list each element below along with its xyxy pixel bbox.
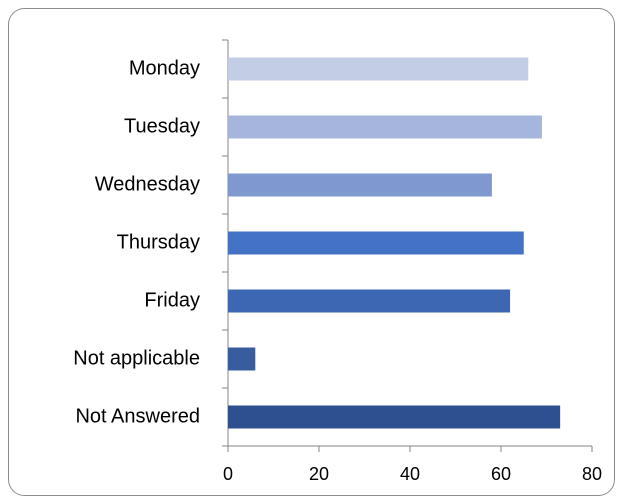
y-tick-label: Thursday	[117, 231, 200, 253]
bar	[228, 173, 492, 197]
x-tick-label: 0	[223, 464, 233, 484]
bar	[228, 289, 511, 313]
x-tick-label: 20	[309, 464, 329, 484]
x-tick-label: 40	[400, 464, 420, 484]
y-tick-label: Not Answered	[75, 405, 200, 427]
y-tick-label: Not applicable	[73, 347, 200, 369]
x-tick-label: 60	[491, 464, 511, 484]
bar	[228, 57, 529, 81]
y-tick-label: Monday	[129, 57, 200, 79]
y-tick-label: Tuesday	[124, 115, 200, 137]
y-tick-label: Friday	[144, 289, 200, 311]
y-tick-label: Wednesday	[95, 173, 200, 195]
x-tick-label: 80	[582, 464, 602, 484]
bar	[228, 347, 256, 371]
bar	[228, 231, 524, 255]
bar	[228, 405, 561, 429]
bar	[228, 115, 542, 139]
